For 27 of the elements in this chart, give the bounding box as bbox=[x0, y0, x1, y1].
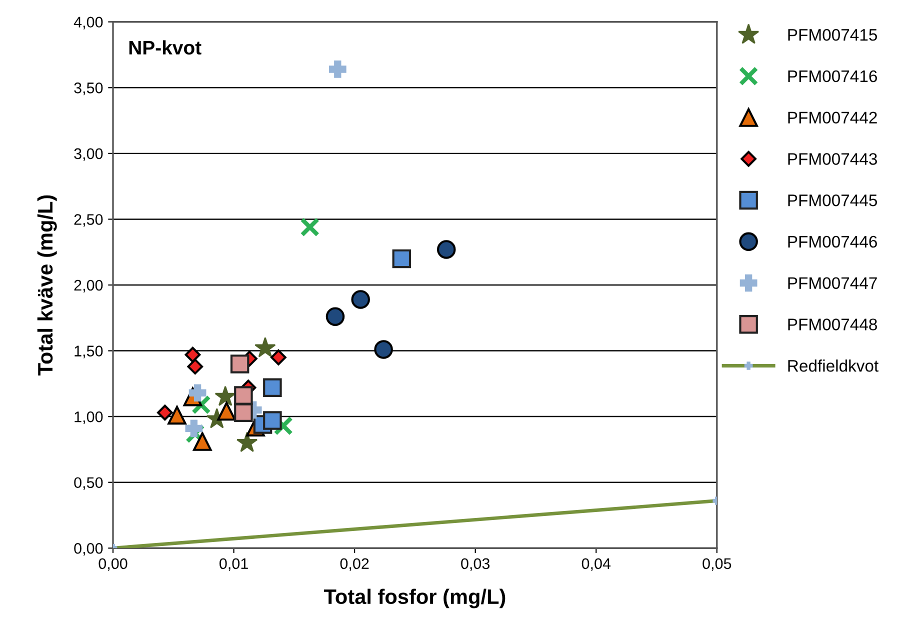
y-axis-title: Total kväve (mg/L) bbox=[37, 195, 57, 376]
y-tick-label: 2,50 bbox=[74, 214, 103, 227]
y-tick-label: 1,00 bbox=[74, 411, 103, 424]
x-tick-label: 0,05 bbox=[702, 558, 732, 571]
x-tick-label: 0,02 bbox=[340, 558, 369, 571]
legend-label: Redfieldkvot bbox=[788, 360, 878, 372]
y-tick-label: 0,00 bbox=[74, 542, 103, 556]
x-tick-label: 0,04 bbox=[582, 558, 611, 571]
y-tick-label: 3,50 bbox=[74, 82, 103, 96]
legend-label: PFM007443 bbox=[788, 153, 877, 165]
legend-label: PFM007416 bbox=[788, 70, 877, 82]
x-tick-label: 0,03 bbox=[461, 558, 490, 571]
x-axis-title: Total fosfor (mg/L) bbox=[324, 588, 506, 608]
y-tick-label: 3,00 bbox=[74, 148, 103, 161]
y-tick-label: 2,00 bbox=[74, 280, 103, 292]
text: NP-kvot bbox=[129, 40, 202, 55]
y-tick-label: 1,50 bbox=[74, 346, 103, 358]
legend-label: PFM007442 bbox=[788, 112, 877, 124]
y-tick-label: 0,50 bbox=[74, 477, 103, 490]
legend-label: PFM007446 bbox=[788, 236, 877, 248]
legend-label: PFM007448 bbox=[788, 318, 877, 330]
legend-label: PFM007447 bbox=[788, 277, 877, 290]
legend-label: PFM007445 bbox=[788, 194, 877, 206]
x-tick-label: 0,00 bbox=[98, 558, 128, 571]
legend-label: PFM007415 bbox=[788, 28, 877, 41]
x-tick-label: 0,01 bbox=[220, 558, 248, 571]
y-tick-label: 4,00 bbox=[74, 16, 103, 30]
